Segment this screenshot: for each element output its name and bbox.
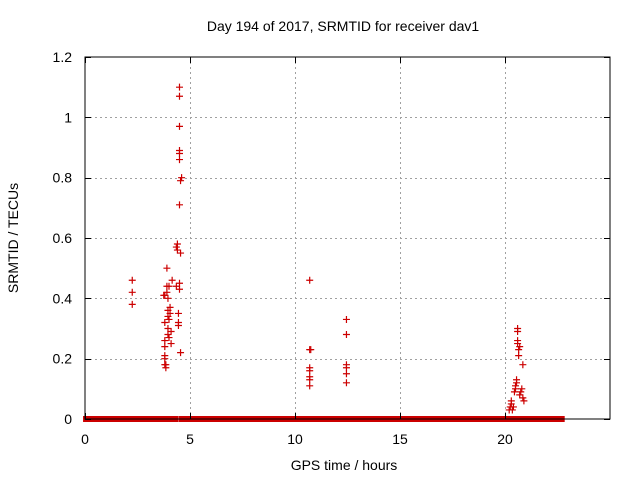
data-point	[176, 201, 183, 209]
data-point	[172, 282, 180, 290]
data-point	[519, 361, 527, 369]
data-point	[174, 321, 182, 329]
data-point	[520, 397, 528, 405]
data-point	[516, 391, 524, 399]
data-point	[173, 246, 181, 254]
data-point	[176, 150, 183, 158]
y-tick-label: 1	[64, 109, 72, 125]
grid	[85, 57, 610, 419]
data-point	[166, 309, 174, 317]
data-point	[176, 285, 183, 293]
data-point	[512, 382, 519, 390]
data-point	[176, 122, 183, 130]
data-point	[176, 92, 183, 100]
data-point	[342, 379, 350, 387]
y-tick-label: 0.4	[53, 290, 73, 306]
y-tick-label: 0.8	[53, 170, 73, 186]
data-point	[515, 352, 523, 360]
y-tick-label: 0	[64, 411, 72, 427]
data-point	[176, 83, 183, 91]
data-point	[163, 264, 171, 272]
data-point	[507, 397, 515, 405]
data-point	[165, 282, 173, 290]
data-point	[516, 343, 524, 351]
data-point	[518, 385, 526, 393]
data-point	[161, 337, 169, 345]
data-point	[177, 249, 185, 257]
y-axis-label: SRMTID / TECUs	[5, 183, 21, 293]
x-tick-label: 20	[497, 431, 513, 447]
data-point	[306, 376, 314, 384]
data-point	[168, 276, 176, 284]
data-point	[164, 331, 172, 339]
data-point	[306, 367, 314, 375]
data-point	[517, 388, 525, 396]
data-point	[176, 156, 183, 164]
x-axis-label: GPS time / hours	[291, 457, 398, 473]
data-point	[166, 303, 174, 311]
data-point	[342, 364, 350, 372]
data-point	[177, 177, 185, 185]
data-point	[342, 370, 350, 378]
data-point	[161, 318, 169, 326]
data-point	[519, 394, 527, 402]
chart-title: Day 194 of 2017, SRMTID for receiver dav…	[207, 18, 480, 34]
y-tick-label: 1.2	[53, 49, 73, 65]
x-tick-label: 10	[287, 431, 303, 447]
data-point	[162, 361, 170, 369]
data-point	[174, 309, 182, 317]
data-point	[163, 288, 171, 296]
data-point	[177, 349, 185, 357]
data-point	[342, 331, 350, 339]
data-point	[306, 276, 314, 284]
data-point	[514, 328, 522, 336]
data-point	[508, 406, 516, 414]
data-point	[173, 240, 181, 248]
data-point	[161, 355, 169, 363]
data-point	[167, 328, 175, 336]
data-points	[128, 83, 528, 414]
x-tick-label: 5	[186, 431, 194, 447]
data-point	[509, 403, 517, 411]
data-point	[178, 174, 186, 182]
data-point	[176, 279, 183, 287]
data-point	[165, 315, 173, 323]
x-tick-label: 15	[392, 431, 408, 447]
data-point	[164, 325, 172, 332]
data-point	[164, 294, 172, 302]
data-point	[128, 276, 136, 284]
data-point	[161, 343, 169, 351]
data-point	[513, 376, 521, 384]
data-point	[306, 382, 314, 390]
data-point	[165, 334, 173, 342]
data-point	[342, 315, 350, 323]
data-point	[172, 243, 180, 251]
data-point	[128, 288, 136, 296]
data-point	[307, 346, 315, 354]
data-point	[167, 340, 175, 348]
y-tick-label: 0.2	[53, 351, 73, 367]
data-point	[510, 388, 518, 396]
y-tick-label: 0.6	[53, 230, 73, 246]
data-point	[515, 346, 523, 354]
data-point	[128, 300, 136, 308]
axis-ticks: 0 0.2 0.4 0.6 0.8 1 1.2 0 5 10 15 20	[53, 49, 610, 447]
x-tick-label: 0	[81, 431, 89, 447]
